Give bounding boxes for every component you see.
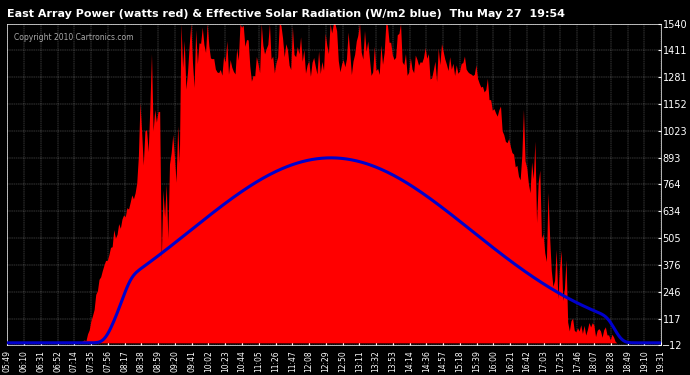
Text: Copyright 2010 Cartronics.com: Copyright 2010 Cartronics.com [14,33,133,42]
Text: East Array Power (watts red) & Effective Solar Radiation (W/m2 blue)  Thu May 27: East Array Power (watts red) & Effective… [7,9,565,20]
